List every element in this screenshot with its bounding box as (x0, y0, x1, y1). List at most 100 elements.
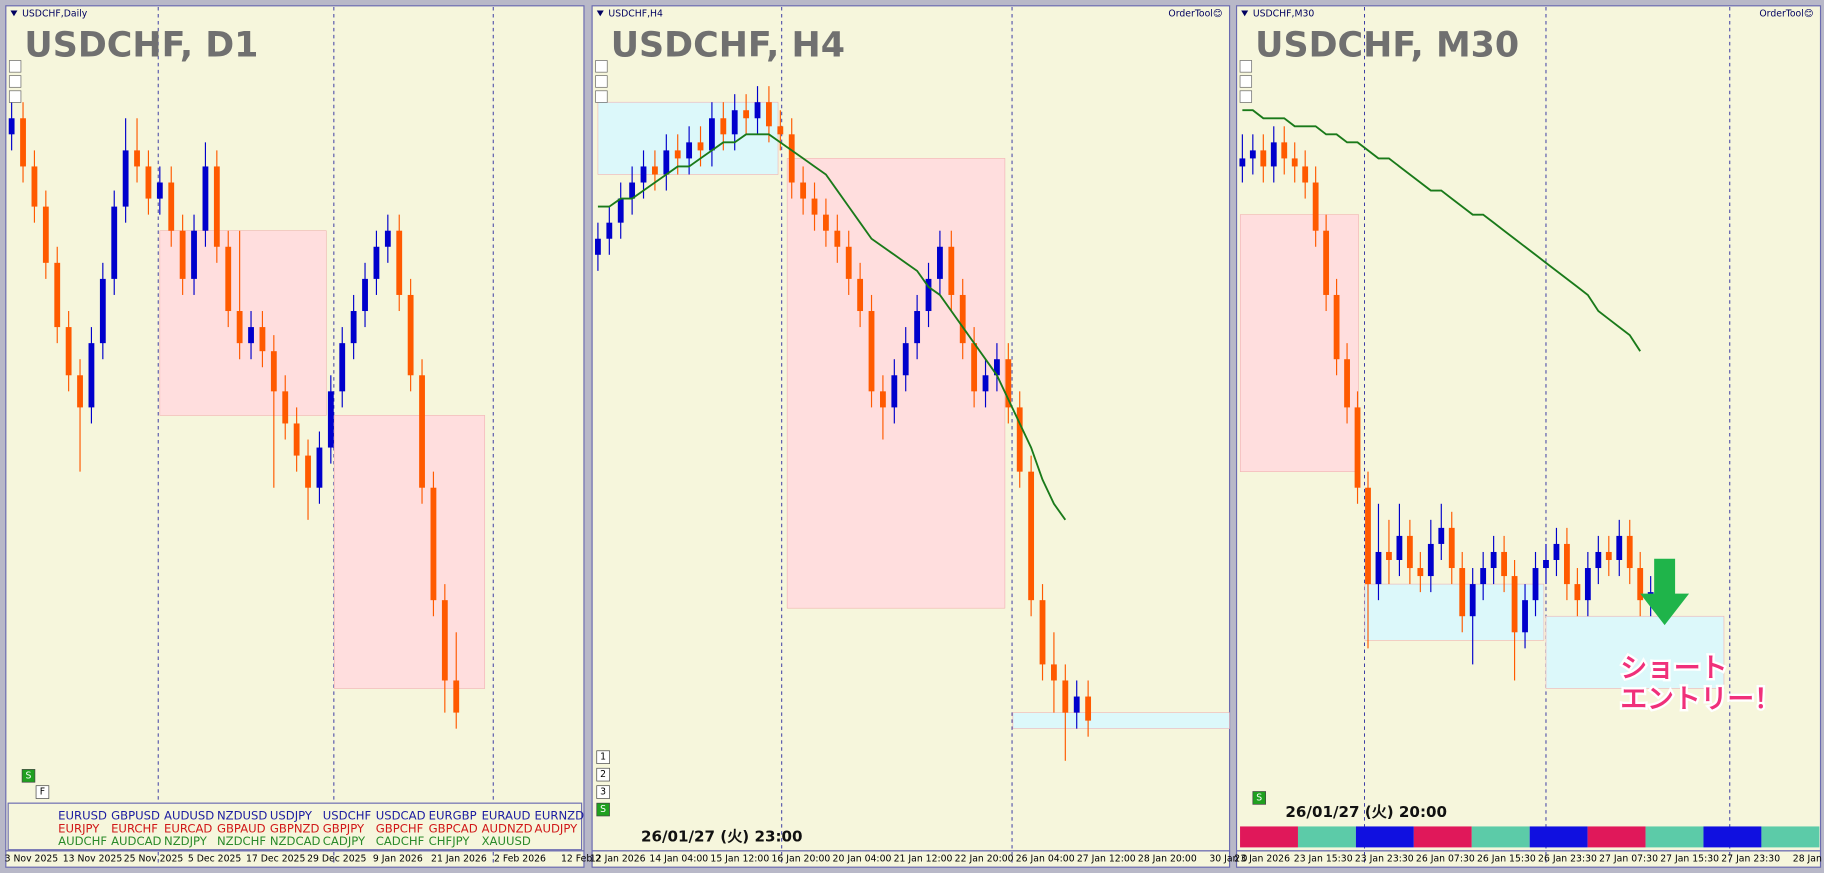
candle-body (54, 262, 61, 328)
candle-body (1427, 543, 1434, 577)
date-label: 28 Jan 0 (1793, 854, 1824, 865)
pair-link[interactable]: XAUUSD (482, 834, 531, 848)
session-bar (1240, 826, 1298, 848)
pair-link[interactable]: GBPUSD (111, 808, 160, 822)
candle-body (925, 278, 932, 312)
candle-body (419, 375, 425, 488)
session-bar (1471, 826, 1530, 848)
candle-body (1501, 551, 1508, 577)
pair-link[interactable]: NZDCAD (270, 834, 321, 848)
candle-body (1354, 407, 1361, 488)
pair-link[interactable]: EURAUD (482, 808, 531, 822)
candle-body (629, 182, 636, 199)
candle-body (982, 375, 989, 392)
candle-body (1312, 182, 1319, 231)
candle-body (994, 359, 1000, 376)
session-bar (1413, 826, 1472, 848)
pair-link[interactable]: GBPAUD (217, 821, 266, 835)
zone-box (159, 230, 327, 416)
candle-body (1448, 527, 1455, 569)
candle-body (845, 246, 852, 279)
candle-body (1480, 568, 1487, 585)
panel-menu (1241, 10, 1249, 17)
date-label: 12 Jan 2026 (590, 854, 646, 865)
tool-button (35, 785, 50, 799)
candle-body (800, 182, 807, 199)
candle-body (697, 142, 704, 151)
tool-button-label: S (600, 804, 606, 815)
pair-link[interactable]: USDCAD (376, 808, 426, 822)
candle-body (1062, 680, 1069, 713)
candle-body (1396, 535, 1403, 561)
tool-button (596, 750, 610, 764)
candle-body (1605, 551, 1612, 561)
candle-body (179, 230, 186, 279)
pair-link[interactable]: EURUSD (58, 808, 107, 822)
candle-body (754, 102, 761, 119)
session-bar (1587, 826, 1646, 848)
pair-grid (7, 802, 583, 851)
candle-body (1553, 543, 1560, 561)
date-label: 27 Jan 12:00 (1077, 854, 1136, 865)
pair-link[interactable]: EURJPY (58, 821, 100, 835)
candle-body (731, 110, 738, 135)
candle-body (1417, 568, 1424, 577)
tool-button-label: 2 (600, 769, 606, 780)
candle-body (453, 680, 460, 713)
zone-box (597, 101, 779, 175)
chart-title: USDCHF, M30 (1255, 26, 1519, 66)
pair-link[interactable]: GBPJPY (323, 821, 365, 835)
pair-link[interactable]: AUDJPY (535, 821, 579, 835)
candle-body (1438, 527, 1445, 544)
candle-body (293, 423, 300, 456)
pair-link[interactable]: GBPNZD (270, 821, 320, 835)
pair-link[interactable]: CADCHF (376, 834, 425, 848)
pair-link[interactable]: GBPCAD (429, 821, 478, 835)
pair-link[interactable]: AUDCAD (111, 834, 161, 848)
candle-body (1239, 158, 1246, 167)
pair-link[interactable]: USDJPY (270, 808, 313, 822)
candle-body (316, 447, 323, 488)
candle-body (191, 230, 197, 279)
timestamp: 26/01/27 (火) 23:00 (641, 827, 803, 845)
scroll-button (595, 90, 608, 103)
candle-body (168, 182, 175, 231)
candle-body (1626, 535, 1633, 569)
timestamp: 26/01/27 (火) 20:00 (1285, 803, 1447, 821)
pair-link[interactable]: EURGBP (429, 808, 477, 822)
pair-link[interactable]: AUDCHF (58, 834, 107, 848)
annotation: エントリー！ (1620, 684, 1780, 715)
pair-link[interactable]: NZDUSD (217, 808, 267, 822)
tool-button-label: 1 (600, 752, 606, 763)
date-label: 20 Jan 04:00 (833, 854, 892, 865)
candle-body (305, 455, 311, 488)
tool-button (1252, 791, 1266, 805)
pair-link[interactable]: AUDUSD (164, 808, 214, 822)
candle-body (857, 278, 864, 312)
candle-body (122, 150, 129, 207)
pair-link[interactable]: EURNZD (535, 808, 585, 822)
candle-body (1511, 576, 1518, 633)
candle-body (1016, 407, 1023, 472)
pair-link[interactable]: EURCAD (164, 821, 212, 835)
candle-body (937, 246, 943, 279)
candle-body (270, 351, 277, 392)
pair-link[interactable]: NZDCHF (217, 834, 266, 848)
pair-link[interactable]: GBPCHF (376, 821, 424, 835)
annotation: ショート (1620, 653, 1727, 684)
pair-link[interactable]: NZDJPY (164, 834, 208, 848)
pair-link[interactable]: CADJPY (323, 834, 366, 848)
pair-link[interactable]: AUDNZD (482, 821, 533, 835)
pair-link[interactable]: CHFJPY (429, 834, 471, 848)
pair-link[interactable]: EURCHF (111, 821, 158, 835)
candle-body (1005, 359, 1012, 408)
candle-body (1406, 535, 1413, 569)
date-label: 5 Dec 2025 (188, 854, 242, 865)
date-label: 3 Nov 2025 (5, 854, 59, 865)
pair-link[interactable]: USDCHF (323, 808, 372, 822)
candle-body (1323, 230, 1330, 295)
candle-body (1365, 487, 1371, 585)
date-label: 26 Jan 15:30 (1477, 854, 1536, 865)
candle-body (868, 311, 875, 392)
scroll-button (8, 75, 22, 88)
